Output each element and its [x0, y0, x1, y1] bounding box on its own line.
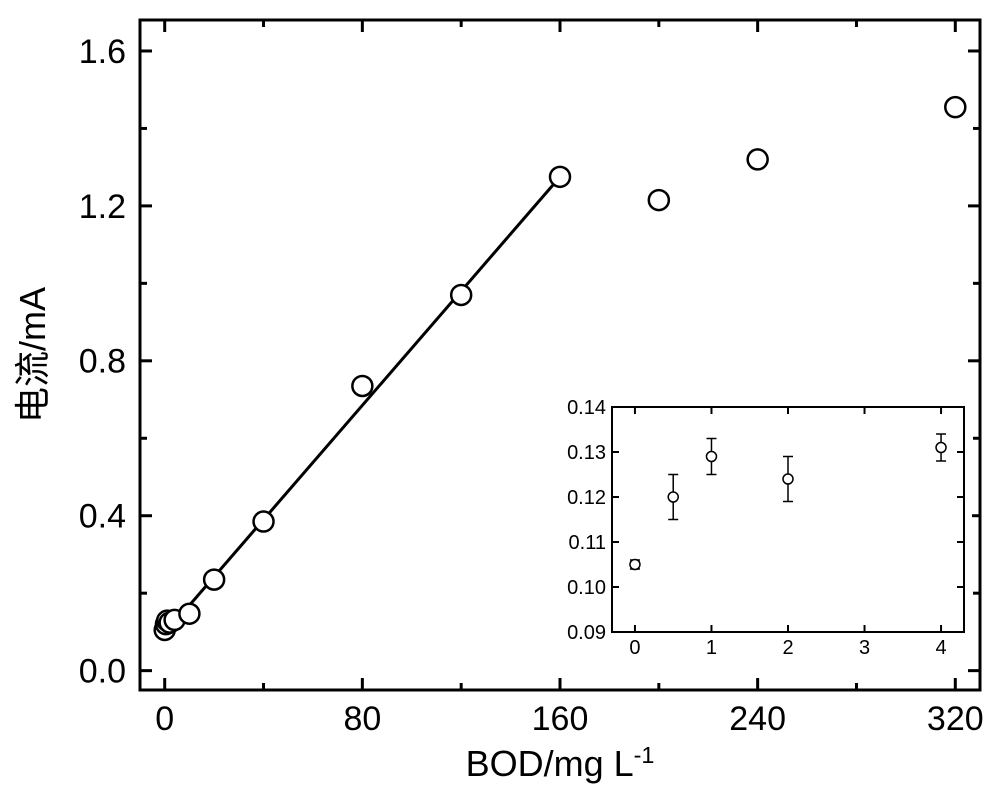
inset-y-tick-label: 0.13: [567, 442, 606, 464]
x-tick-label: 0: [155, 700, 174, 738]
data-point-marker: [204, 570, 224, 590]
x-axis-label: BOD/mg L-1: [466, 742, 655, 784]
data-point-marker: [945, 97, 965, 117]
x-tick-label: 160: [532, 700, 589, 738]
inset-data-point: [936, 443, 946, 453]
inset-y-tick-label: 0.14: [567, 397, 606, 419]
x-tick-label: 80: [343, 700, 381, 738]
inset-x-tick-label: 2: [782, 637, 793, 659]
y-tick-label: 0.4: [79, 498, 126, 536]
inset-y-tick-label: 0.09: [567, 622, 606, 644]
x-tick-label: 240: [729, 700, 786, 738]
inset-bg: [562, 403, 972, 660]
inset-x-tick-label: 4: [935, 637, 946, 659]
inset-x-tick-label: 0: [629, 637, 640, 659]
y-tick-label: 1.6: [79, 33, 126, 71]
y-tick-label: 0.8: [79, 343, 126, 381]
data-point-marker: [352, 376, 372, 396]
linear-fit-line: [165, 177, 560, 634]
inset-y-tick-label: 0.11: [569, 532, 606, 554]
inset-x-tick-label: 3: [859, 637, 870, 659]
chart-container: 0801602403200.00.40.81.21.6BOD/mg L-1电流/…: [0, 0, 1000, 796]
y-tick-label: 1.2: [79, 188, 126, 226]
inset-data-point: [630, 560, 640, 570]
data-point-marker: [254, 512, 274, 532]
data-point-marker: [179, 604, 199, 624]
inset-x-tick-label: 1: [706, 637, 717, 659]
inset-data-point: [783, 474, 793, 484]
data-point-marker: [550, 167, 570, 187]
data-point-marker: [649, 190, 669, 210]
chart-svg: 0801602403200.00.40.81.21.6BOD/mg L-1电流/…: [0, 0, 1000, 796]
inset-data-point: [668, 492, 678, 502]
y-axis-label: 电流/mA: [12, 287, 53, 423]
data-point-marker: [748, 149, 768, 169]
inset-y-tick-label: 0.12: [567, 487, 606, 509]
inset-data-point: [706, 452, 716, 462]
y-tick-label: 0.0: [79, 653, 126, 691]
data-point-marker: [451, 285, 471, 305]
inset-y-tick-label: 0.10: [567, 577, 606, 599]
x-tick-label: 320: [927, 700, 984, 738]
main-chart: 0801602403200.00.40.81.21.6BOD/mg L-1电流/…: [12, 20, 984, 784]
inset-chart: 0 1 2 3 4 0.09 0.10 0.11 0.12 0.13 0.14: [562, 397, 972, 660]
